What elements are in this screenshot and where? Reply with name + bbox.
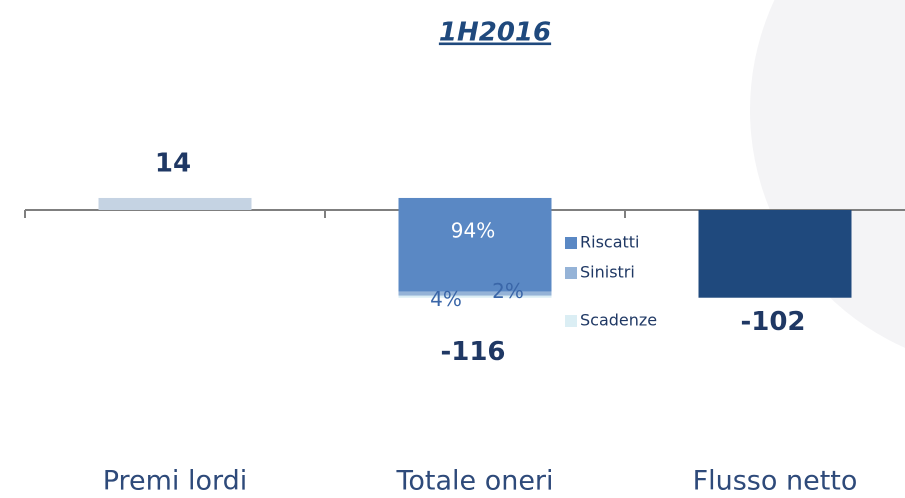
x-tick-label: Flusso netto [693, 466, 858, 497]
bar-segment [398, 197, 552, 292]
x-tick-label: Premi lordi [103, 466, 248, 497]
legend-swatch [565, 267, 577, 279]
legend-label: Riscatti [580, 233, 640, 252]
chart-title: 1H2016 [439, 18, 551, 48]
x-tick-label: Totale oneri [395, 466, 553, 497]
background-shape [750, 0, 905, 348]
data-label: 14 [155, 148, 191, 178]
segment-label: 4% [430, 287, 462, 311]
legend-swatch [565, 315, 577, 327]
bar [98, 197, 252, 210]
segment-label: 2% [492, 279, 524, 303]
legend-label: Sinistri [580, 263, 635, 282]
legend-label: Scadenze [580, 311, 657, 330]
segment-label: 94% [451, 218, 495, 242]
bar [698, 210, 852, 298]
data-label: -116 [440, 337, 505, 367]
legend-swatch [565, 237, 577, 249]
bar-segment [398, 291, 552, 296]
bar-segment [398, 295, 552, 298]
data-label: -102 [740, 307, 805, 337]
